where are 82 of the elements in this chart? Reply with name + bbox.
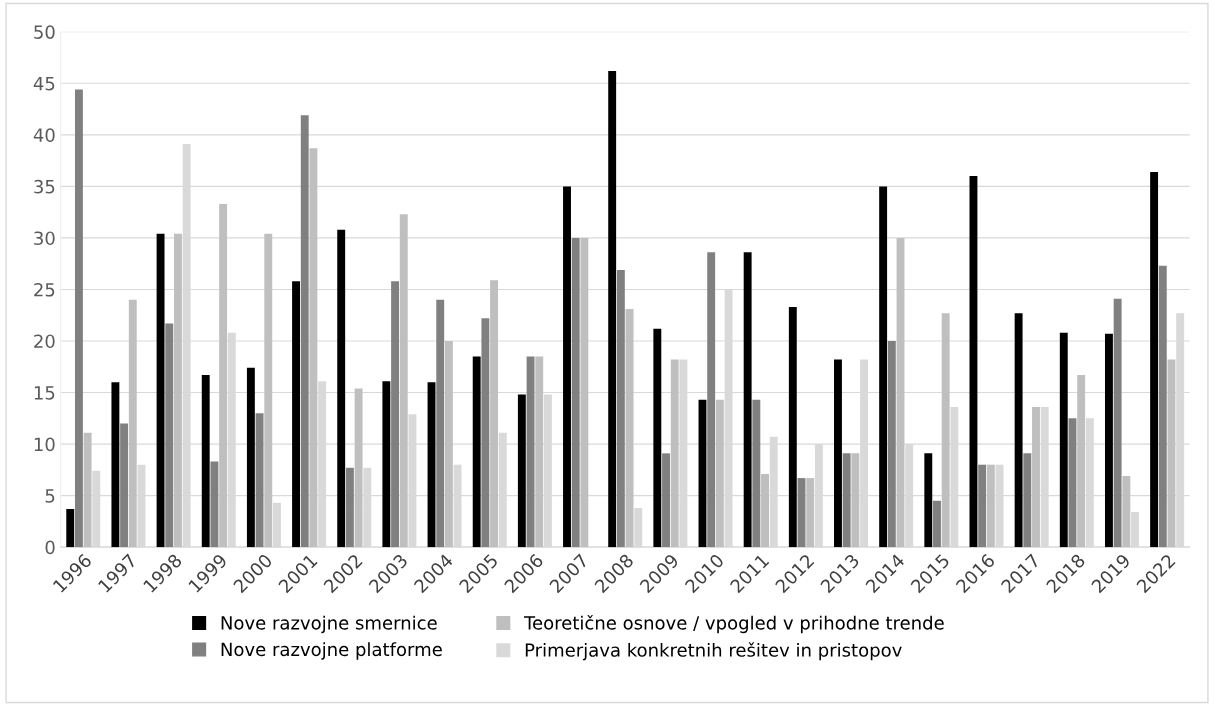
bar bbox=[761, 473, 769, 548]
bar bbox=[300, 115, 309, 548]
bar bbox=[707, 252, 716, 548]
bar bbox=[788, 306, 797, 548]
bar bbox=[616, 269, 625, 548]
bar bbox=[490, 280, 499, 548]
bar bbox=[210, 461, 219, 548]
bar bbox=[264, 233, 273, 548]
bar bbox=[842, 453, 851, 548]
y-tick-label: 20 bbox=[34, 334, 55, 349]
bar bbox=[924, 453, 933, 548]
bar bbox=[715, 399, 724, 548]
bar bbox=[1014, 313, 1023, 548]
bar bbox=[174, 233, 182, 548]
y-tick-label: 10 bbox=[34, 437, 55, 452]
y-tick-label: 15 bbox=[34, 386, 55, 400]
bar bbox=[219, 203, 228, 548]
y-tick-label: 40 bbox=[33, 128, 55, 142]
bar bbox=[1113, 298, 1122, 548]
y-tick-label: 35 bbox=[34, 179, 55, 194]
bar bbox=[472, 356, 481, 548]
bar bbox=[851, 453, 860, 548]
bar bbox=[1032, 406, 1040, 548]
bar bbox=[662, 453, 670, 548]
bar bbox=[752, 399, 761, 548]
bar bbox=[165, 323, 174, 548]
bar bbox=[608, 70, 617, 548]
bar bbox=[382, 381, 391, 548]
y-tick-label: 30 bbox=[34, 231, 55, 246]
bar bbox=[436, 299, 445, 548]
bar bbox=[1077, 375, 1086, 548]
bar bbox=[517, 394, 526, 548]
bar bbox=[354, 388, 363, 548]
bar bbox=[1122, 476, 1131, 548]
bar bbox=[111, 382, 120, 548]
bar bbox=[1059, 332, 1068, 548]
bar bbox=[933, 500, 941, 548]
y-tick-label: 5 bbox=[45, 489, 55, 503]
legend-label: Nove razvojne platforme bbox=[221, 642, 442, 660]
y-tick-label: 25 bbox=[34, 282, 55, 297]
y-tick-label: 50 bbox=[34, 25, 55, 39]
bar bbox=[887, 341, 896, 548]
bar bbox=[978, 464, 987, 548]
bar bbox=[74, 89, 83, 548]
bar bbox=[743, 252, 752, 548]
bar bbox=[66, 509, 75, 548]
bar bbox=[1104, 333, 1113, 548]
legend-label: Nove razvojne smernice bbox=[221, 615, 437, 634]
bar bbox=[625, 309, 634, 548]
bar bbox=[806, 478, 815, 548]
bar bbox=[670, 359, 679, 548]
bar bbox=[563, 186, 571, 548]
bar bbox=[83, 432, 92, 548]
bar bbox=[834, 359, 842, 548]
bar bbox=[120, 423, 129, 548]
bar bbox=[128, 299, 137, 548]
bar bbox=[879, 186, 888, 548]
bar bbox=[156, 233, 165, 548]
bar bbox=[941, 313, 950, 548]
bar bbox=[535, 356, 544, 548]
legend-label: Teoretične osnove / vpogled v prihodne trende bbox=[524, 614, 944, 634]
bar bbox=[1158, 265, 1167, 548]
bar bbox=[246, 367, 255, 548]
y-tick-label: 0 bbox=[45, 540, 55, 555]
legend-label: Primerjava konkretnih rešitev in pristopov bbox=[525, 642, 902, 661]
bar bbox=[1150, 171, 1159, 548]
bar bbox=[309, 148, 318, 548]
bar bbox=[399, 214, 408, 548]
bar bbox=[653, 328, 662, 548]
bar bbox=[255, 413, 264, 548]
bar bbox=[201, 375, 210, 548]
bar bbox=[337, 229, 346, 548]
bar bbox=[481, 318, 490, 548]
bar bbox=[444, 341, 453, 548]
y-tick-label: 45 bbox=[33, 77, 55, 91]
bar bbox=[571, 237, 580, 548]
bar bbox=[292, 281, 300, 548]
bar bbox=[580, 237, 589, 548]
bar bbox=[1023, 453, 1032, 548]
bar bbox=[986, 464, 995, 548]
bar bbox=[345, 467, 354, 548]
bar bbox=[391, 281, 400, 548]
